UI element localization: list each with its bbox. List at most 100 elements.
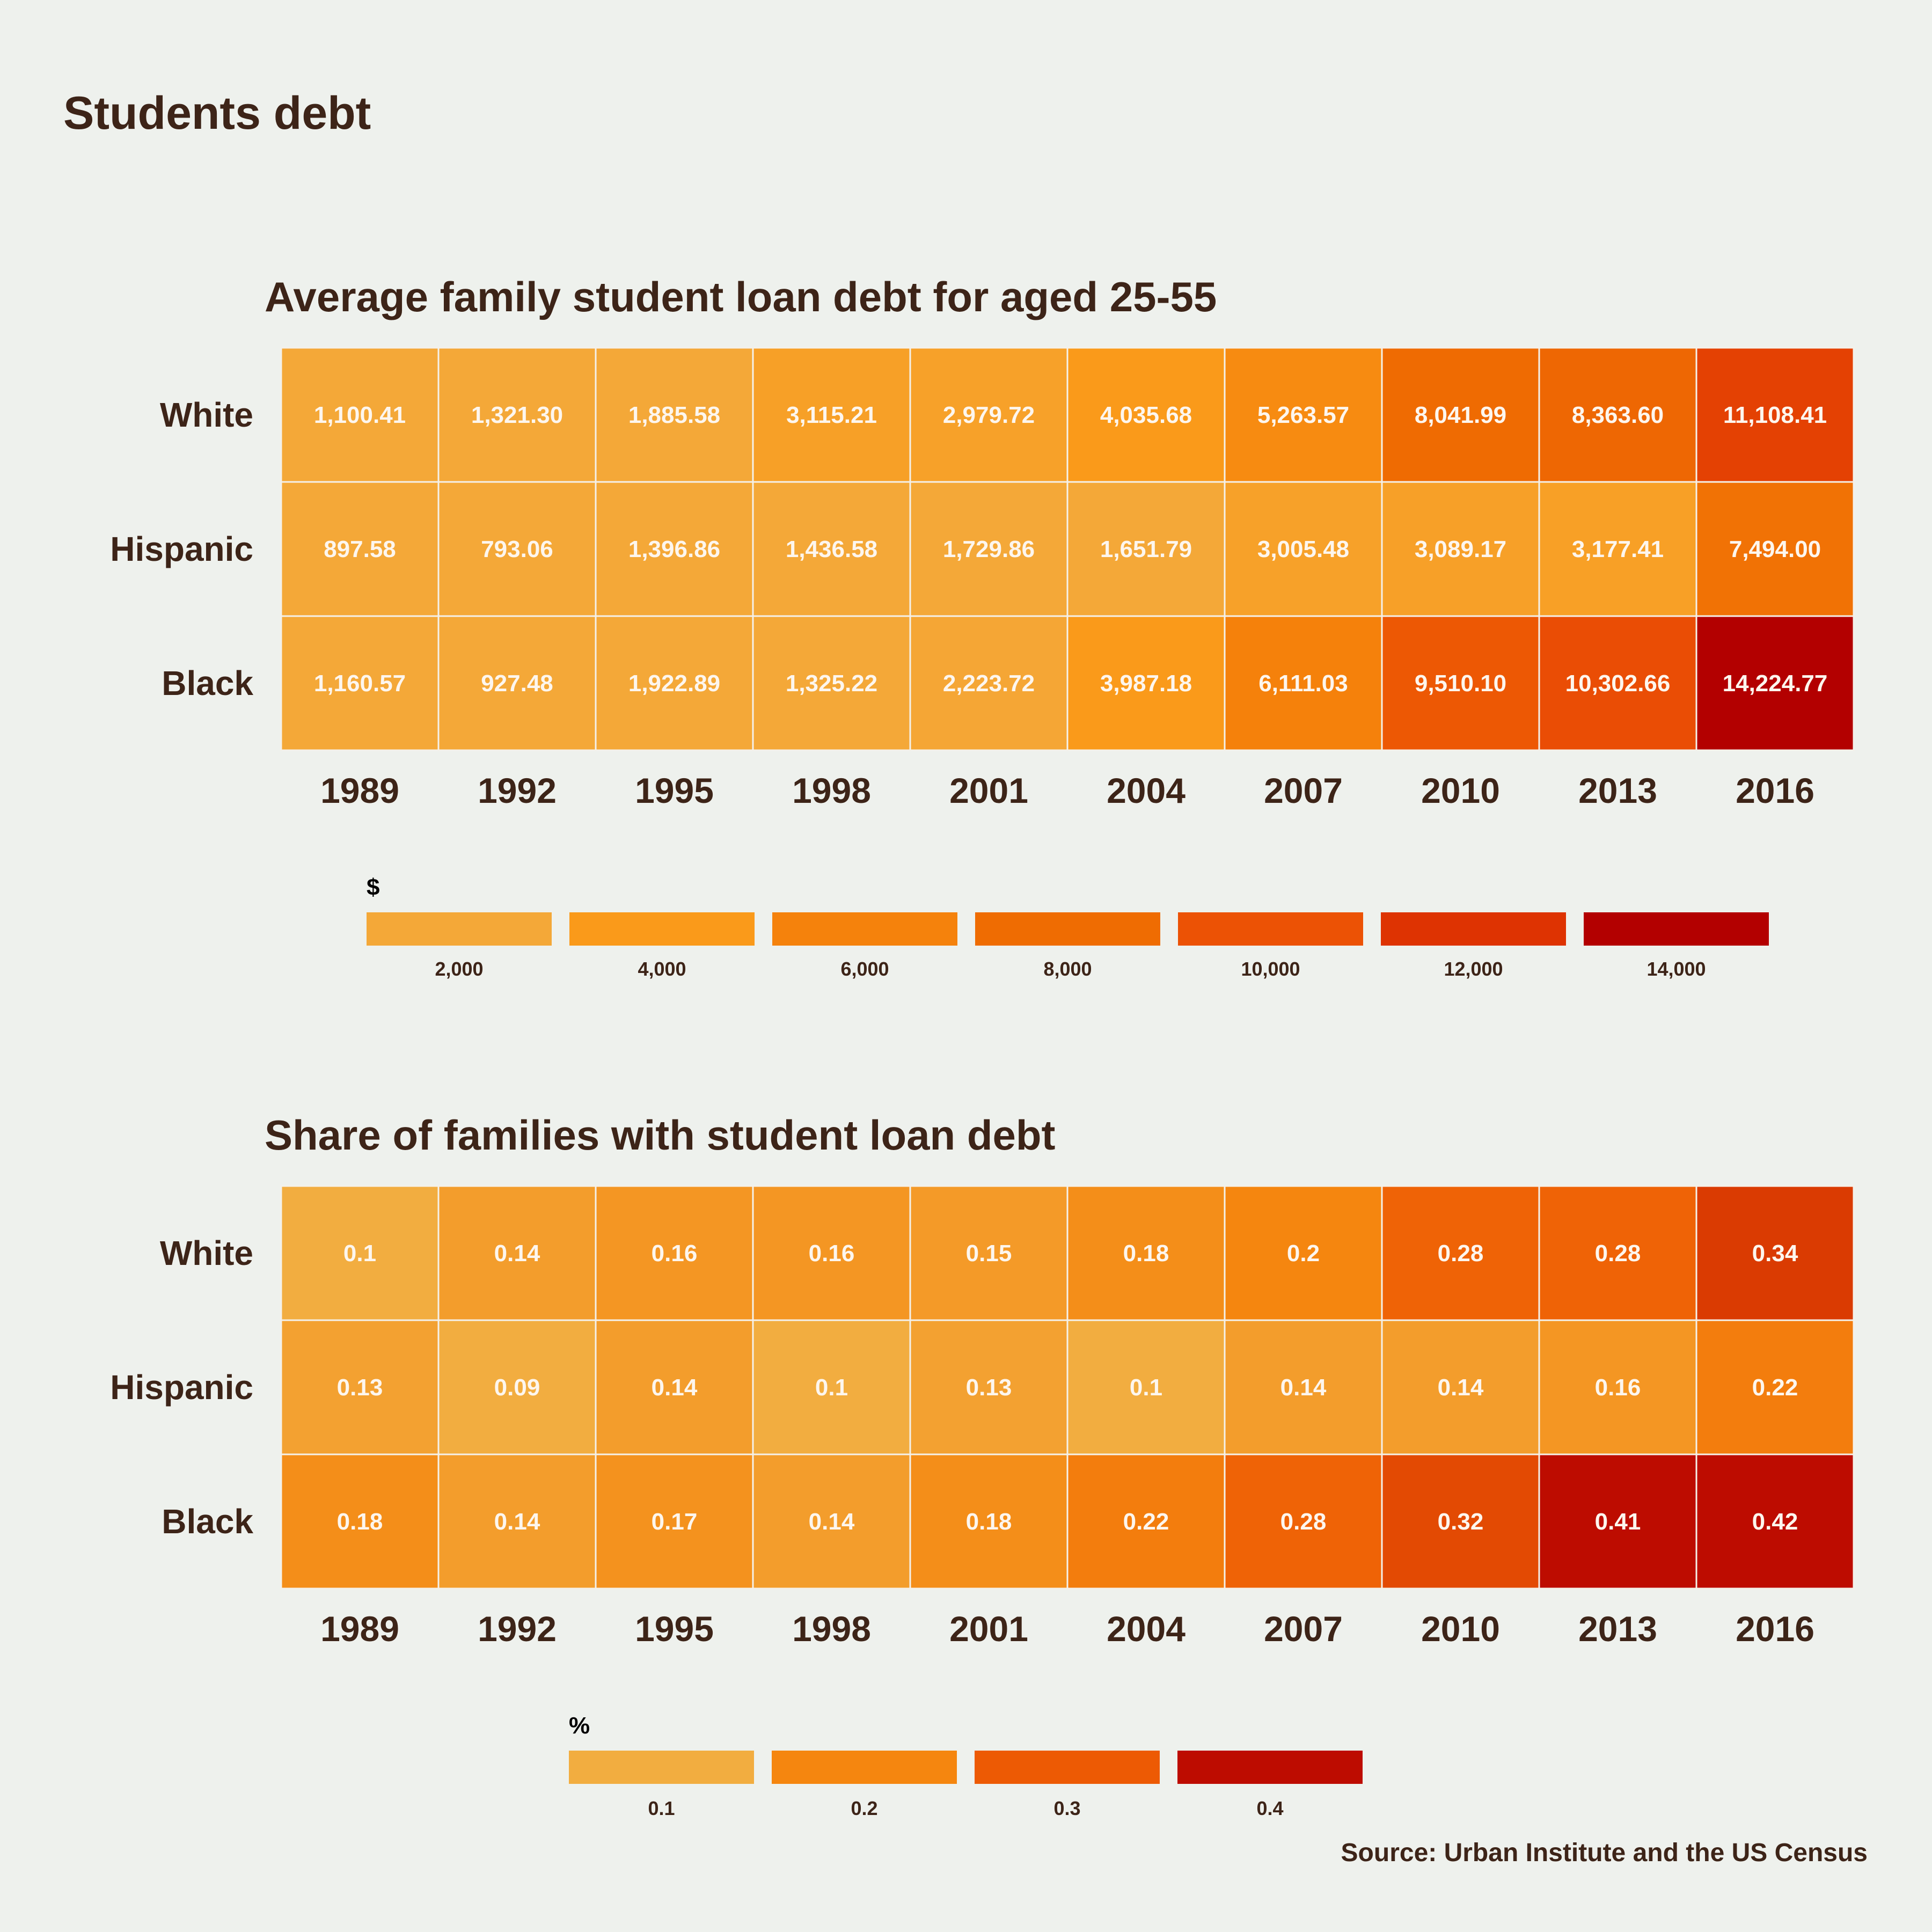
heatmap-cell: [1538, 1185, 1697, 1321]
heatmap-cell: [437, 1319, 597, 1455]
legend-label: 0.3: [1053, 1797, 1080, 1819]
legend-label: 12,000: [1444, 958, 1503, 980]
legend-swatch: [367, 912, 552, 946]
x-tick-label: 1992: [478, 1609, 557, 1649]
heatmap-cell: [752, 481, 911, 617]
cell-value-label: 0.28: [1595, 1240, 1641, 1267]
x-tick-label: 1989: [320, 1609, 399, 1649]
cell-value-label: 0.14: [1438, 1374, 1484, 1401]
cell-value-label: 0.41: [1595, 1509, 1641, 1535]
legend-label: 0.4: [1256, 1797, 1283, 1819]
cell-value-label: 11,108.41: [1723, 402, 1827, 428]
cell-value-label: 1,885.58: [628, 402, 720, 428]
legend-label: 14,000: [1646, 958, 1706, 980]
cell-value-label: 0.14: [494, 1240, 540, 1267]
legend-swatch: [975, 1751, 1160, 1784]
heatmap-cell: [1538, 1453, 1697, 1590]
x-tick-label: 2004: [1107, 771, 1185, 810]
share-heatmap: Share of families with student loan debt…: [110, 1111, 1855, 1819]
x-tick-label: 2013: [1578, 771, 1657, 810]
cell-value-label: 10,302.66: [1565, 670, 1671, 697]
cell-value-label: 0.1: [1130, 1374, 1162, 1401]
cell-value-label: 0.18: [966, 1509, 1012, 1535]
cell-value-label: 3,089.17: [1415, 536, 1506, 562]
legend-swatch: [1584, 912, 1769, 946]
cell-value-label: 1,922.89: [628, 670, 720, 697]
cell-value-label: 0.18: [337, 1509, 383, 1535]
cell-value-label: 0.13: [966, 1374, 1012, 1401]
cell-value-label: 7,494.00: [1729, 536, 1821, 562]
cell-value-label: 0.14: [494, 1509, 540, 1535]
heatmap-cell: [1695, 481, 1855, 617]
row-label-hispanic: Hispanic: [110, 530, 253, 568]
cell-value-label: 0.14: [809, 1509, 855, 1535]
heatmap-cell: [1695, 1453, 1855, 1590]
cell-value-label: 0.32: [1438, 1509, 1484, 1535]
legend-swatch: [1381, 912, 1566, 946]
cell-value-label: 5,263.57: [1257, 402, 1349, 428]
heatmap-cell: [909, 615, 1069, 751]
source-note: Source: Urban Institute and the US Censu…: [1341, 1839, 1868, 1867]
legend-label: 10,000: [1241, 958, 1300, 980]
heatmap-cell: [280, 1185, 440, 1321]
cell-value-label: 2,979.72: [943, 402, 1035, 428]
heatmap-cell: [1538, 615, 1697, 751]
heatmap-cell: [437, 347, 597, 483]
heatmap-cell: [1224, 1453, 1383, 1590]
legend-swatch: [772, 1751, 957, 1784]
cell-value-label: 0.13: [337, 1374, 383, 1401]
heatmap-cell: [1224, 615, 1383, 751]
heatmap-cell: [437, 481, 597, 617]
heatmap-cell: [1695, 615, 1855, 751]
heatmap-cell: [1224, 1319, 1383, 1455]
heatmap-cell: [1224, 481, 1383, 617]
heatmap-cell: [1538, 481, 1697, 617]
cell-value-label: 0.16: [652, 1240, 698, 1267]
cell-value-label: 3,177.41: [1572, 536, 1664, 562]
legend-title: $: [367, 874, 379, 901]
legend-swatch: [772, 912, 957, 946]
cell-value-label: 3,005.48: [1257, 536, 1349, 562]
heatmap-cell: [909, 347, 1069, 483]
cell-value-label: 8,363.60: [1572, 402, 1664, 428]
cell-value-label: 9,510.10: [1415, 670, 1506, 697]
x-tick-label: 1989: [320, 771, 399, 810]
heatmap-cell: [1381, 1185, 1540, 1321]
legend-label: 8,000: [1043, 958, 1092, 980]
cell-value-label: 897.58: [324, 536, 396, 562]
heatmap-cell: [1538, 1319, 1697, 1455]
x-tick-label: 1998: [792, 1609, 871, 1649]
heatmap-cell: [909, 481, 1069, 617]
heatmap-cell: [752, 347, 911, 483]
heatmap-cell: [595, 347, 754, 483]
x-tick-label: 2001: [949, 771, 1028, 810]
cell-value-label: 0.16: [1595, 1374, 1641, 1401]
cell-value-label: 1,396.86: [628, 536, 720, 562]
cell-value-label: 1,436.58: [786, 536, 877, 562]
x-tick-label: 2004: [1107, 1609, 1185, 1649]
heatmap-cell: [280, 1453, 440, 1590]
debt-heatmap: Average family student loan debt for age…: [110, 273, 1855, 980]
heatmap-cell: [595, 1319, 754, 1455]
heatmap-cell: [1224, 1185, 1383, 1321]
x-tick-label: 2010: [1421, 771, 1500, 810]
legend-swatch: [569, 1751, 754, 1784]
cell-value-label: 1,651.79: [1100, 536, 1192, 562]
x-tick-label: 1992: [478, 771, 557, 810]
row-label-black: Black: [162, 1502, 253, 1541]
x-tick-label: 1998: [792, 771, 871, 810]
x-tick-label: 2013: [1578, 1609, 1657, 1649]
x-tick-label: 2010: [1421, 1609, 1500, 1649]
cell-value-label: 0.14: [1280, 1374, 1327, 1401]
cell-value-label: 2,223.72: [943, 670, 1035, 697]
legend-swatch: [1178, 912, 1363, 946]
cell-value-label: 0.28: [1280, 1509, 1327, 1535]
heatmap-cell: [1695, 1185, 1855, 1321]
heatmap-cell: [909, 1319, 1069, 1455]
heatmap-cell: [280, 615, 440, 751]
page-title: Students debt: [63, 87, 371, 139]
cell-value-label: 0.1: [343, 1240, 376, 1267]
cell-value-label: 0.17: [652, 1509, 698, 1535]
